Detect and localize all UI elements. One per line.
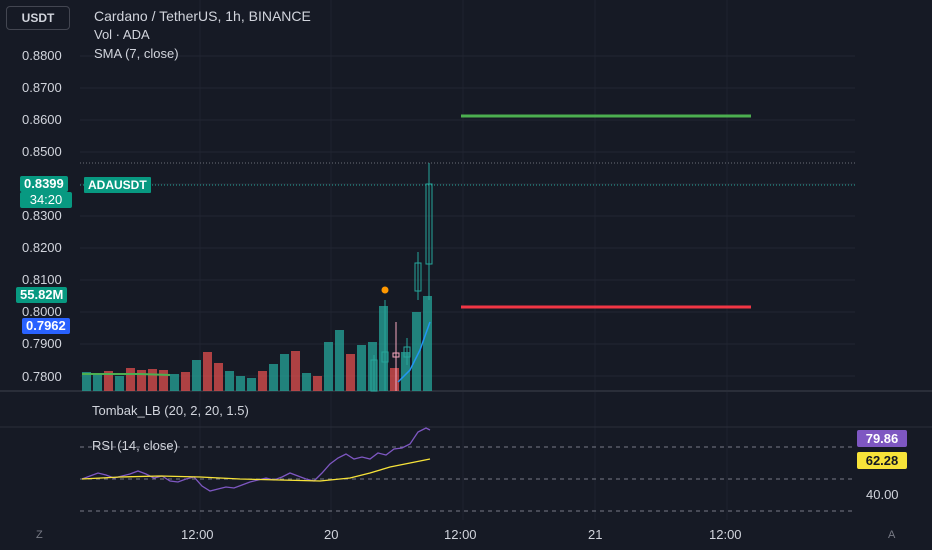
volume-legend[interactable]: Vol · ADA	[94, 27, 150, 42]
rsi-levels	[80, 446, 855, 512]
sma-legend[interactable]: SMA (7, close)	[94, 46, 179, 61]
currency-button[interactable]: USDT	[6, 6, 70, 30]
time-tick: 21	[588, 527, 603, 542]
auto-scale-button[interactable]: A	[888, 529, 896, 541]
price-tick: 0.7800	[22, 369, 62, 384]
time-tick: 12:00	[709, 527, 742, 542]
sma-line-blue	[397, 321, 431, 383]
time-tick: 20	[324, 527, 339, 542]
price-tick: 0.8600	[22, 112, 62, 127]
zoom-button[interactable]: Z	[36, 529, 43, 541]
price-grid	[80, 55, 855, 377]
rsi-level-label: 40.00	[866, 487, 899, 502]
rsi-ma-value-badge: 62.28	[857, 452, 907, 469]
price-tick: 0.8300	[22, 208, 62, 223]
time-tick: 12:00	[181, 527, 214, 542]
sma-line-green	[82, 373, 171, 376]
price-tick: 0.7900	[22, 336, 62, 351]
sma-value-badge: 0.7962	[22, 318, 70, 334]
price-tick: 0.8500	[22, 144, 62, 159]
signal-dot	[381, 286, 389, 294]
price-tick: 0.8700	[22, 80, 62, 95]
volume-bars	[82, 296, 432, 391]
candles	[370, 163, 433, 392]
price-tick: 0.8100	[22, 272, 62, 287]
volume-value-badge: 55.82M	[16, 287, 68, 303]
time-tick: 12:00	[444, 527, 477, 542]
tombak-legend[interactable]: Tombak_LB (20, 2, 20, 1.5)	[92, 403, 249, 418]
time-grid	[199, 0, 728, 520]
current-price-badge: 0.8399	[20, 176, 68, 192]
symbol-tag: ADAUSDT	[84, 177, 151, 193]
rsi-legend[interactable]: RSI (14, close)	[92, 438, 178, 453]
price-tick: 0.8800	[22, 48, 62, 63]
rsi-value-badge: 79.86	[857, 430, 907, 447]
rsi-ma-line	[81, 458, 431, 482]
chart-title[interactable]: Cardano / TetherUS, 1h, BINANCE	[94, 8, 311, 24]
price-tick: 0.8200	[22, 240, 62, 255]
countdown-badge: 34:20	[20, 192, 72, 208]
price-tick: 0.8000	[22, 304, 62, 319]
